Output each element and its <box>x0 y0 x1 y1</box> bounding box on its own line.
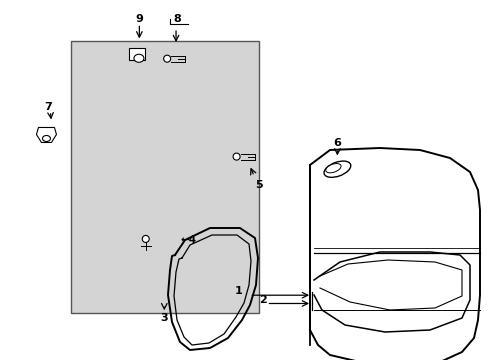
Text: 6: 6 <box>333 138 341 148</box>
Text: 5: 5 <box>255 180 263 190</box>
Ellipse shape <box>325 163 340 173</box>
Ellipse shape <box>134 54 143 62</box>
Ellipse shape <box>233 153 240 160</box>
Text: 2: 2 <box>259 295 266 305</box>
Text: 1: 1 <box>234 286 242 296</box>
Bar <box>129 48 144 60</box>
Text: 9: 9 <box>135 14 143 24</box>
Ellipse shape <box>142 235 149 242</box>
Bar <box>71 41 259 313</box>
Text: ←4: ←4 <box>181 235 197 246</box>
Ellipse shape <box>42 135 50 141</box>
Text: 8: 8 <box>173 14 181 24</box>
Ellipse shape <box>324 161 350 177</box>
Ellipse shape <box>163 55 170 62</box>
Polygon shape <box>37 127 56 143</box>
Text: 3: 3 <box>160 313 168 323</box>
Text: 7: 7 <box>44 102 52 112</box>
